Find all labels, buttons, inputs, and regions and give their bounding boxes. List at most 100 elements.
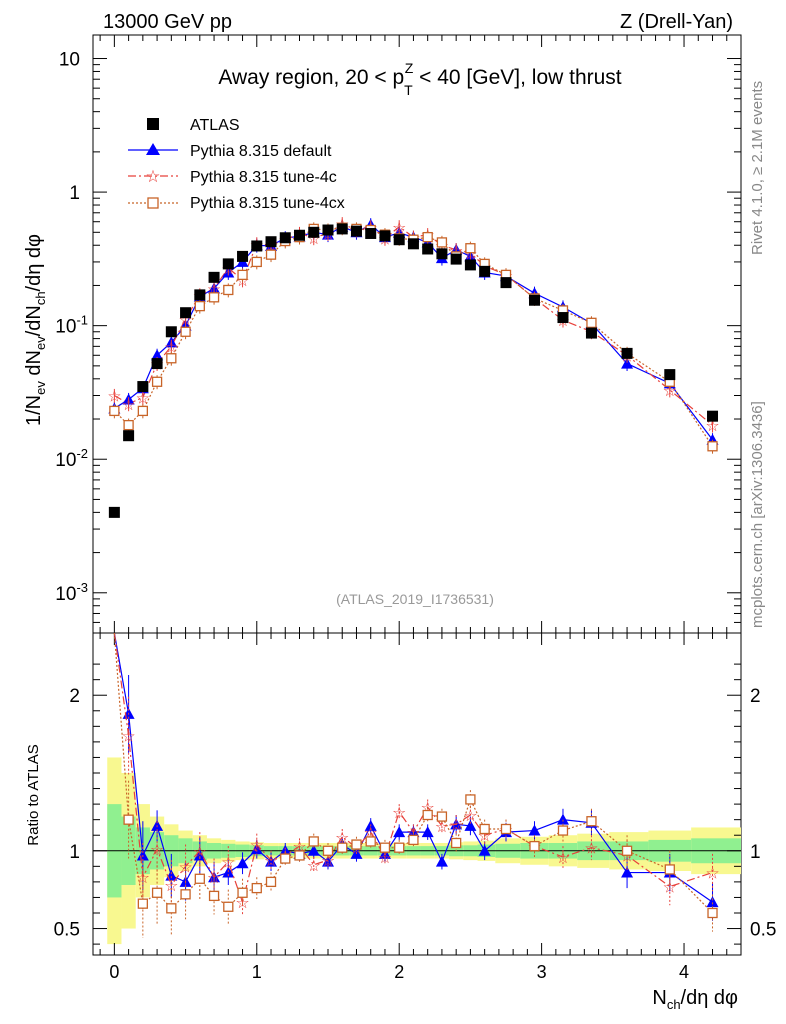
ratio-tick-label-right: 1	[750, 842, 761, 863]
series-line-0	[114, 223, 713, 441]
atlas-point	[279, 232, 291, 244]
ratio-point	[422, 809, 433, 821]
ratio-point	[479, 823, 490, 835]
ratio-point	[557, 825, 569, 836]
ratio-point	[393, 826, 406, 838]
series-point: ☆	[164, 339, 178, 356]
ratio-point	[556, 813, 569, 825]
series-line-2	[113, 227, 714, 447]
series-point	[436, 237, 448, 248]
ratio-point: ☆	[264, 853, 278, 870]
atlas-point	[308, 226, 320, 238]
ratio-point: ☆	[435, 819, 449, 836]
ratio-bands	[93, 757, 741, 945]
ratio-point	[194, 873, 205, 884]
series-point	[109, 405, 120, 417]
ratio-point	[322, 845, 334, 856]
atlas-point	[500, 277, 512, 289]
ratio-point: ☆	[449, 817, 463, 834]
legend-label-default: Pythia 8.315 default	[190, 143, 332, 160]
atlas-point	[393, 234, 405, 246]
atlas-point	[137, 381, 149, 393]
ratio-point	[529, 840, 540, 852]
ratio-point	[379, 842, 391, 853]
atlas-point	[379, 230, 391, 242]
ratio-panel: 0 1 2 3 40.5 0.51 12 2 ☆☆☆☆☆☆☆☆☆☆☆☆☆ ☆☆ ☆☆☆☆☆☆ ☆☆☆…	[54, 632, 776, 982]
plot-title-sub: T	[404, 82, 413, 98]
atlas-point	[294, 229, 306, 241]
atlas-point	[265, 236, 277, 248]
ratio-point	[180, 889, 191, 900]
x-tick-label: 3	[537, 962, 547, 982]
series-point	[707, 441, 718, 452]
ratio-point	[621, 845, 633, 856]
series-point	[621, 357, 634, 369]
atlas-point	[222, 258, 234, 270]
ratio-point	[464, 819, 477, 831]
x-tick-label: 2	[394, 962, 404, 982]
atlas-point	[422, 243, 434, 255]
ratio-point	[421, 826, 434, 838]
atlas-point	[208, 271, 220, 283]
series-point: ☆	[663, 383, 677, 400]
atlas-point	[464, 259, 476, 271]
series-point: ☆	[705, 418, 719, 435]
ratio-tick-label-right: 2	[750, 686, 761, 707]
atlas-point	[336, 223, 348, 235]
legend: ATLAS Pythia 8.315 default ☆ Pythia 8.31…	[128, 117, 345, 212]
ratio-point: ☆	[178, 859, 192, 876]
series-point: ☆	[107, 388, 121, 405]
ratio-point: ☆	[221, 855, 235, 872]
ratio-point	[664, 864, 675, 875]
y-tick-label: 10	[59, 50, 80, 71]
ratio-point: ☆	[150, 842, 164, 859]
ratio-point: ☆	[584, 841, 598, 858]
atlas-point	[108, 506, 120, 518]
ratio-point	[586, 816, 597, 827]
atlas-point	[123, 430, 135, 442]
ratio-line-default	[113, 632, 713, 903]
mcplots-label: mcplots.cern.ch [arXiv:1306.3436]	[749, 401, 766, 628]
plot-title-suffix: < 40 [GeV], low thrust	[413, 66, 622, 89]
ratio-y-axis-label: Ratio to ATLAS	[25, 744, 42, 845]
series-point	[208, 292, 220, 303]
ratio-tick-label-right: 0.5	[750, 920, 776, 941]
ratio-point	[308, 836, 319, 847]
ratio-point	[123, 814, 134, 825]
ratio-point	[250, 843, 263, 855]
atlas-point	[557, 312, 569, 324]
atlas-point	[585, 327, 597, 339]
ratio-point	[307, 844, 320, 856]
series-point	[237, 269, 248, 281]
series-point	[465, 243, 476, 254]
series-point	[151, 349, 164, 361]
rivet-label: Rivet 4.1.0, ≥ 2.1M events	[749, 81, 766, 255]
ratio-point	[436, 811, 448, 822]
ratio-point	[136, 849, 149, 861]
ratio-point	[435, 855, 448, 867]
legend-label-tune4c: Pythia 8.315 tune-4c	[190, 169, 337, 186]
ratio-point: ☆	[307, 858, 321, 875]
ratio-line-tune4cx	[113, 632, 713, 914]
ratio-point	[236, 857, 249, 869]
ratio-point	[193, 849, 206, 861]
legend-marker-default	[146, 143, 160, 155]
ratio-point	[621, 866, 634, 878]
y-tick-label: 10-3	[55, 580, 88, 605]
series-point	[422, 231, 433, 243]
ratio-point	[365, 836, 376, 847]
ratio-point	[451, 837, 462, 849]
atlas-point	[237, 250, 249, 262]
ratio-point	[237, 887, 248, 898]
series-point	[194, 300, 205, 312]
series-point	[166, 353, 177, 364]
atlas-point	[322, 224, 334, 236]
main-axis-ticks: 10 1 10-1 10-2 10-3	[55, 35, 741, 634]
y-tick-label: 10-2	[55, 446, 88, 471]
plot-title: Away region, 20 < pTZ < 40 [GeV], low th…	[218, 60, 621, 98]
ratio-point: ☆	[392, 805, 406, 822]
ratio-point	[223, 901, 234, 912]
ratio-point	[528, 824, 541, 836]
